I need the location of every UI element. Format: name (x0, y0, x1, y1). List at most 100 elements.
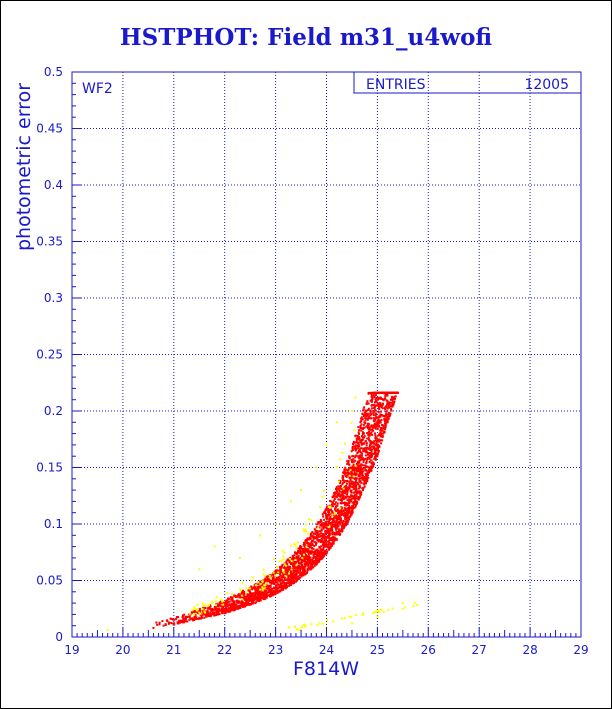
data-point (363, 485, 366, 488)
data-point (324, 535, 327, 538)
data-point (217, 607, 220, 610)
data-point (331, 538, 334, 541)
data-point (353, 459, 356, 462)
data-point (323, 533, 326, 536)
data-point (223, 607, 226, 610)
data-point (224, 608, 227, 611)
data-point (296, 557, 299, 560)
data-point (242, 603, 245, 606)
data-point (247, 603, 250, 606)
data-point-outlier (354, 613, 357, 616)
data-point (382, 424, 385, 427)
data-point (262, 595, 265, 598)
data-point (307, 556, 310, 559)
x-tick-label: 27 (472, 643, 487, 657)
data-point (298, 564, 301, 567)
data-point (206, 609, 209, 612)
data-point (306, 559, 309, 562)
data-point (343, 503, 346, 506)
data-point (351, 469, 354, 472)
data-point (339, 529, 342, 532)
data-point (325, 514, 328, 517)
data-point (281, 587, 284, 590)
data-point (286, 578, 289, 581)
data-point (381, 414, 384, 417)
data-point (360, 454, 363, 457)
data-point (257, 597, 260, 600)
data-point (216, 603, 219, 606)
data-point (311, 559, 314, 562)
data-point (391, 391, 394, 394)
data-point (230, 602, 233, 605)
data-point (368, 432, 371, 435)
data-point (377, 411, 380, 414)
data-point (273, 589, 276, 592)
data-point (244, 599, 247, 602)
data-point (247, 589, 250, 592)
data-point (326, 523, 329, 526)
data-point (292, 581, 295, 584)
data-point (370, 462, 373, 465)
data-point (247, 595, 250, 598)
data-point (201, 609, 204, 612)
data-point (250, 587, 253, 590)
data-point (357, 475, 360, 478)
data-point (338, 510, 341, 513)
data-point (250, 595, 253, 598)
data-point (231, 604, 234, 607)
data-point (355, 492, 358, 495)
data-point (318, 560, 321, 563)
data-point (358, 477, 361, 480)
data-point-outlier (317, 527, 320, 530)
data-point (318, 526, 321, 529)
data-point (356, 501, 359, 504)
data-point (250, 600, 253, 603)
data-point (369, 409, 372, 412)
data-point (286, 565, 289, 568)
data-point (352, 461, 355, 464)
data-point (199, 613, 202, 616)
data-point (350, 450, 353, 453)
data-point (313, 560, 316, 563)
data-point (373, 422, 376, 425)
data-point (269, 584, 272, 587)
data-point (347, 486, 350, 489)
data-point (279, 590, 282, 593)
data-point (375, 423, 378, 426)
data-point (280, 589, 283, 592)
data-point (334, 501, 337, 504)
data-point (341, 528, 344, 531)
data-point (374, 455, 377, 458)
data-point (288, 578, 291, 581)
y-tick-label: 0.45 (36, 122, 63, 136)
data-point (366, 451, 369, 454)
data-point (242, 596, 245, 599)
data-point (254, 583, 257, 586)
data-point (266, 584, 269, 587)
data-point (370, 465, 373, 468)
data-point (343, 481, 346, 484)
data-point (288, 568, 291, 571)
data-point (272, 581, 275, 584)
data-point (306, 550, 309, 553)
data-point-outlier (199, 612, 202, 615)
data-point-outlier (329, 505, 332, 508)
data-point-outlier (281, 549, 284, 552)
data-point (360, 435, 363, 438)
data-point (312, 532, 315, 535)
data-point (361, 431, 364, 434)
data-point (282, 576, 285, 579)
data-point (281, 584, 284, 587)
data-point-outlier (280, 559, 283, 562)
data-point (373, 424, 376, 427)
data-point (227, 601, 230, 604)
data-point (343, 472, 346, 475)
data-point (213, 612, 216, 615)
data-point (236, 594, 239, 597)
data-point (298, 547, 301, 550)
data-point (294, 574, 297, 577)
data-point (353, 466, 356, 469)
data-point (237, 593, 240, 596)
data-point (356, 482, 359, 485)
data-point (354, 474, 357, 477)
